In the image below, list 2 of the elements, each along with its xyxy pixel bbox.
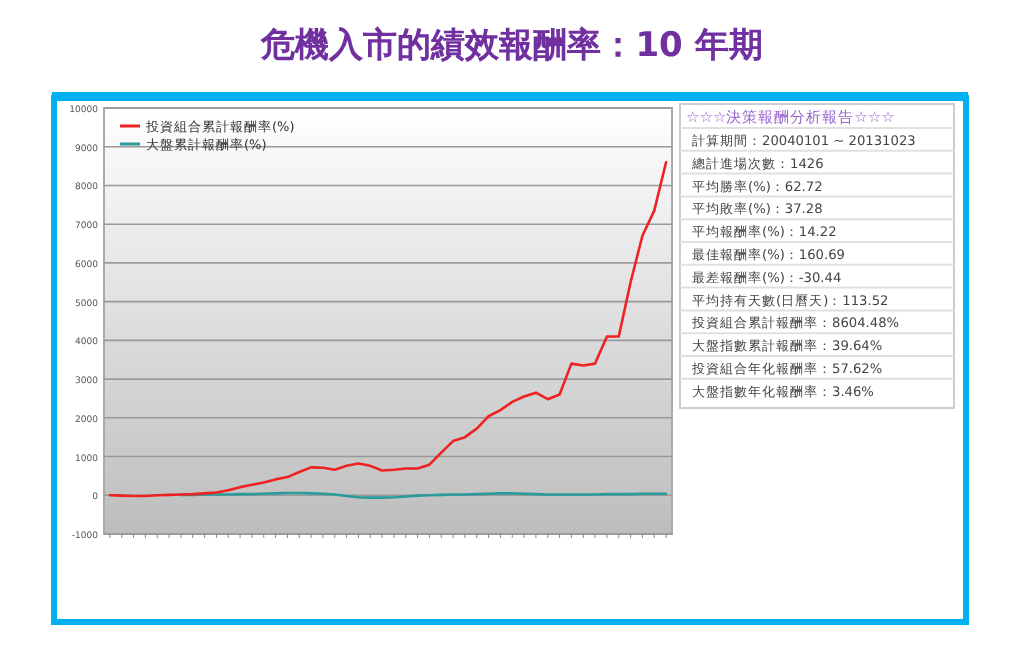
line-series xyxy=(108,160,668,498)
chart-title: 危機入市的績效報酬率：10 年期 xyxy=(259,26,763,66)
